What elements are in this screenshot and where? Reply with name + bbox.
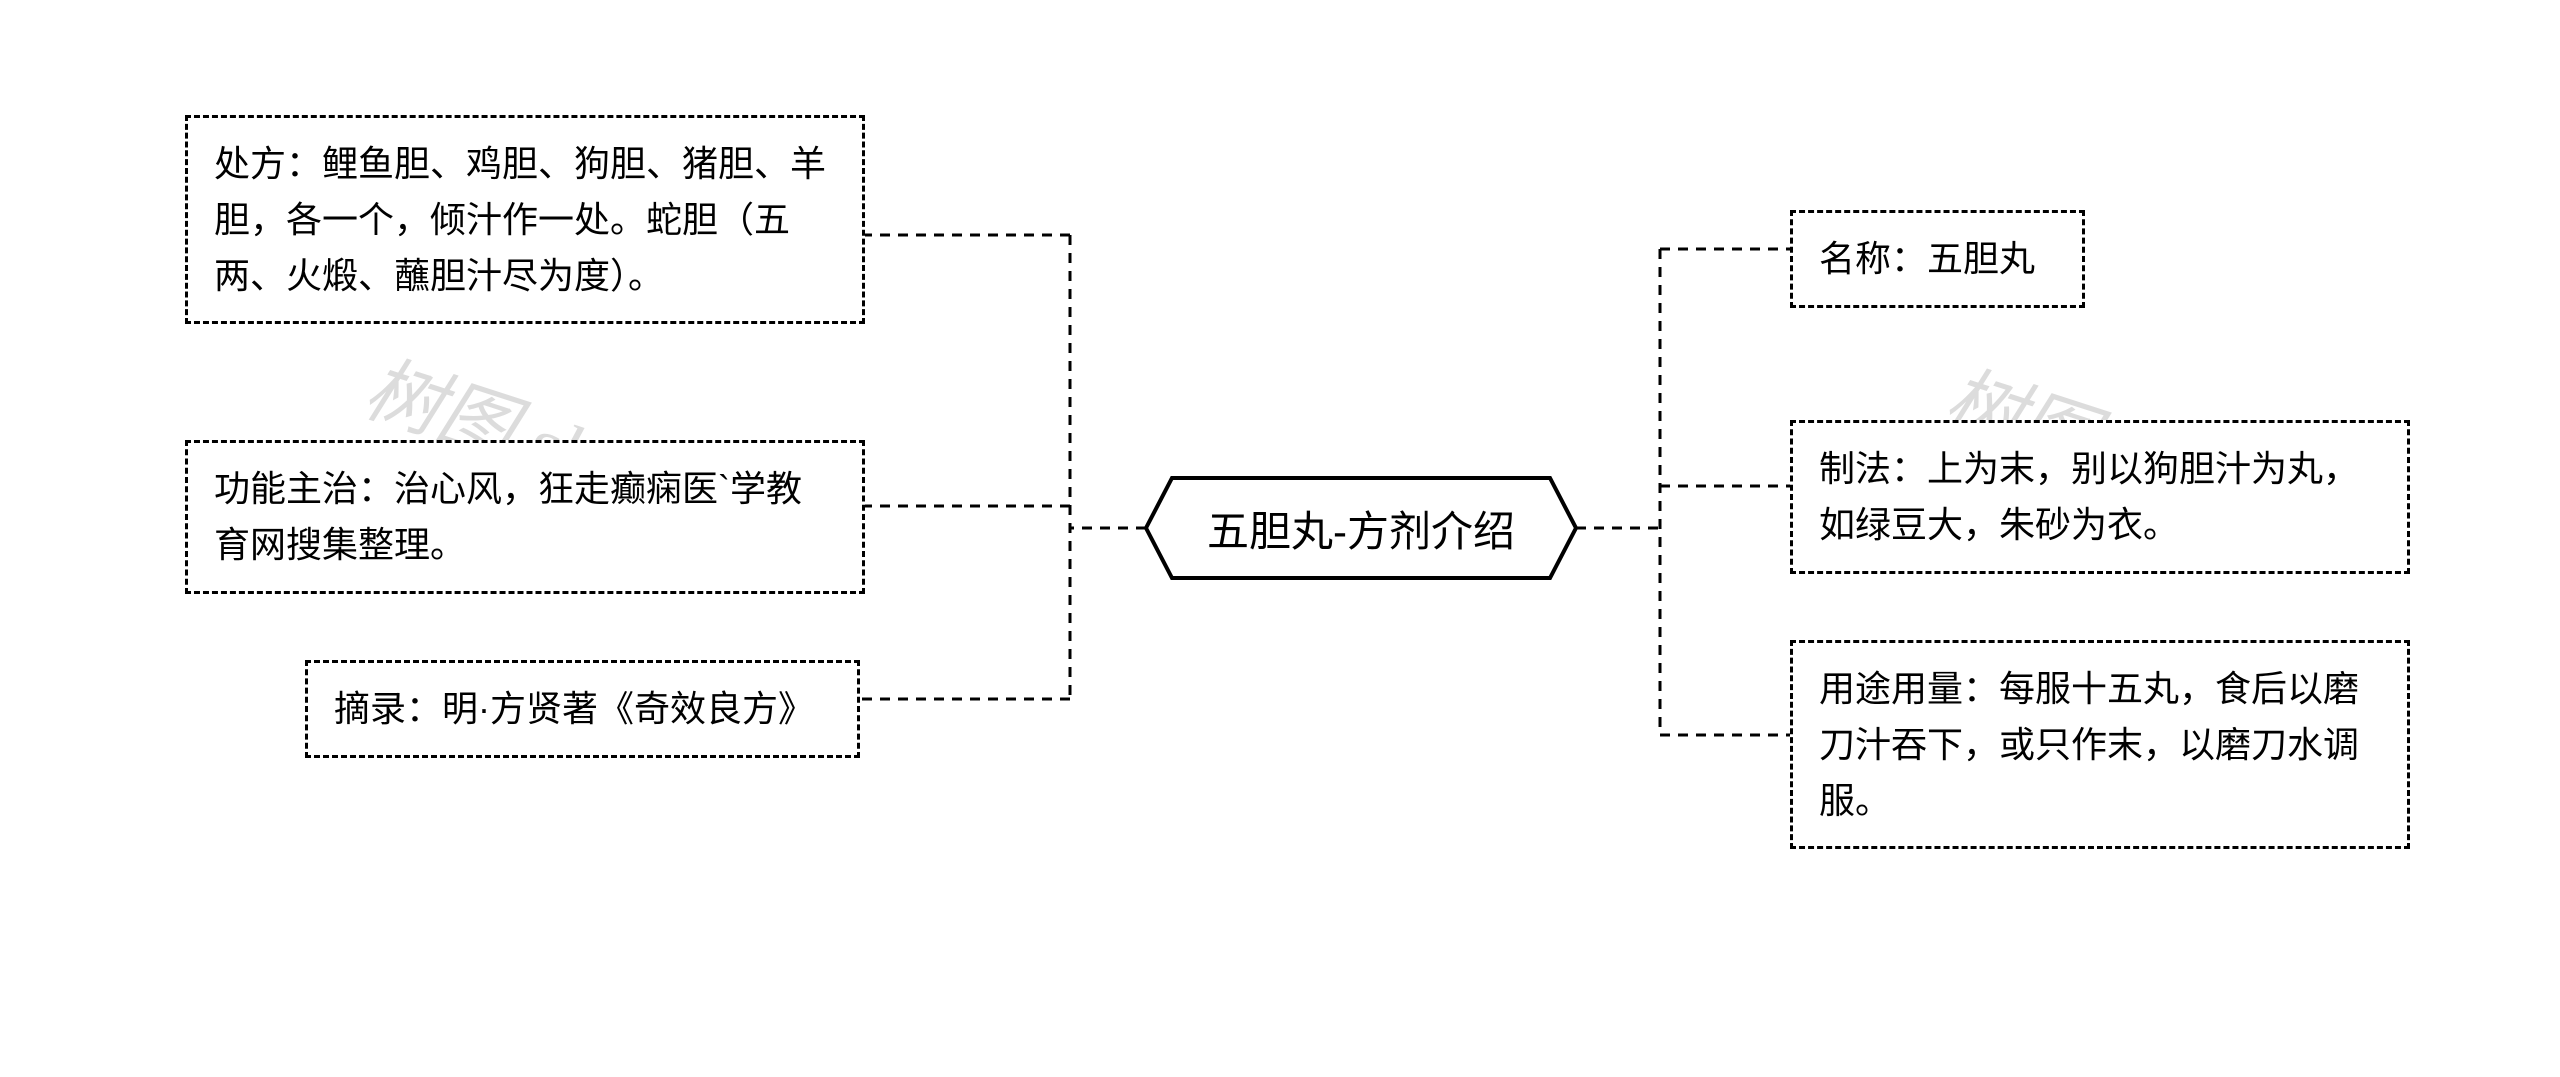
center-node: 五胆丸-方剂介绍 — [1146, 478, 1576, 578]
node-prescription: 处方：鲤鱼胆、鸡胆、狗胆、猪胆、羊胆，各一个，倾汁作一处。蛇胆（五两、火煅、蘸胆… — [185, 115, 865, 324]
node-function-text: 功能主治：治心风，狂走癫痫医`学教育网搜集整理。 — [214, 468, 802, 565]
node-prescription-text: 处方：鲤鱼胆、鸡胆、狗胆、猪胆、羊胆，各一个，倾汁作一处。蛇胆（五两、火煅、蘸胆… — [214, 143, 826, 296]
node-name: 名称：五胆丸 — [1790, 210, 2085, 308]
mindmap-canvas: 树图 shutu.cn 树图 shutu.cn — [0, 0, 2560, 1077]
center-label: 五胆丸-方剂介绍 — [1207, 498, 1515, 559]
node-name-text: 名称：五胆丸 — [1819, 238, 2035, 279]
node-source-text: 摘录：明·方贤著《奇效良方》 — [334, 688, 814, 729]
node-dosage: 用途用量：每服十五丸，食后以磨刀汁吞下，或只作末，以磨刀水调服。 — [1790, 640, 2410, 849]
node-method-text: 制法：上为末，别以狗胆汁为丸，如绿豆大，朱砂为衣。 — [1819, 448, 2359, 545]
node-method: 制法：上为末，别以狗胆汁为丸，如绿豆大，朱砂为衣。 — [1790, 420, 2410, 574]
node-source: 摘录：明·方贤著《奇效良方》 — [305, 660, 860, 758]
node-dosage-text: 用途用量：每服十五丸，食后以磨刀汁吞下，或只作末，以磨刀水调服。 — [1819, 668, 2359, 821]
node-function: 功能主治：治心风，狂走癫痫医`学教育网搜集整理。 — [185, 440, 865, 594]
